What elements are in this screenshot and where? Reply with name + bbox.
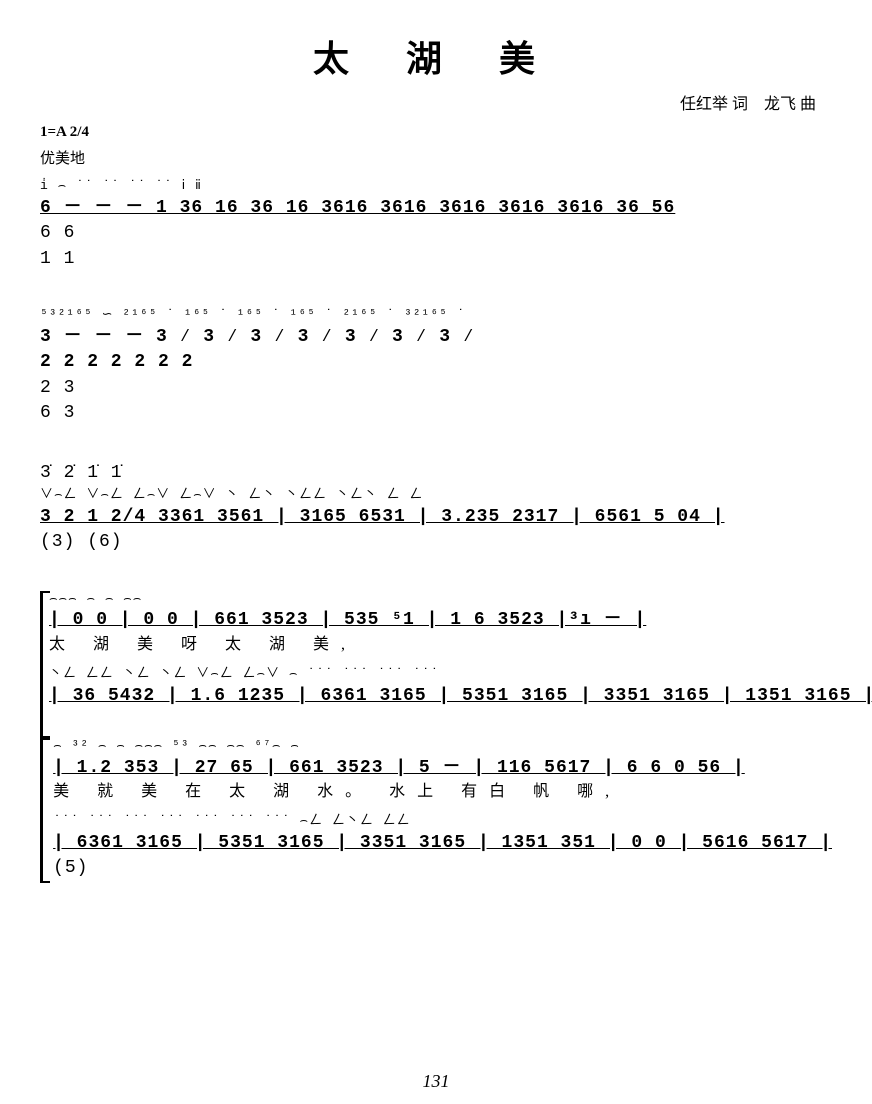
notation-line: 3 － － － 3 ⁄ 3 ⁄ 3 ⁄ 3 ⁄ 3 ⁄ 3 ⁄ 3 ⁄ — [40, 326, 832, 349]
arpeggio-line-1: 2 3 — [40, 377, 832, 400]
voice-2: | 6361 3165 | 5351 3165 | 3351 3165 | 13… — [53, 832, 832, 855]
page-number: 131 — [0, 1071, 872, 1092]
key-signature: 1=A 2/4 — [40, 124, 832, 141]
voice-1: | 1.2 353 | 27 65 | 661 3523 | 5 － | 116… — [53, 757, 832, 780]
system-bracket — [40, 591, 43, 738]
arpeggio-line-2: 1 1 — [40, 248, 832, 271]
lyrics-line: 美 就 美 在 太 湖 水。 水上 有白 帆 哪, — [53, 782, 832, 803]
system-5: ⌢ ³² ⌢ ⌢ ⌢⌢⌢ ⁵³ ⌢⌢ ⌢⌢ ⁶⁷⌢ ⌢ | 1.2 353 | … — [40, 738, 832, 883]
ornament-line: i̇ ⌢ ˙˙ ˙˙ ˙˙ ˙˙ ⅰ ⅱ — [40, 178, 832, 195]
system-bracket — [40, 738, 47, 883]
system-3: 3̇ 2̇ 1̇ 1̇ ∨⌢ㄥ ∨⌢ㄥ ㄥ⌢∨ ㄥ⌢∨ ⼂ ㄥ⼂ ⼂ㄥㄥ ⼂ㄥ⼂… — [40, 462, 832, 555]
ornament-line-v1: ⌢ ³² ⌢ ⌢ ⌢⌢⌢ ⁵³ ⌢⌢ ⌢⌢ ⁶⁷⌢ ⌢ — [53, 738, 832, 755]
credits: 任红举 词 龙飞 曲 — [40, 90, 832, 114]
ornament-line-v2: ˙˙˙ ˙˙˙ ˙˙˙ ˙˙˙ ˙˙˙ ˙˙˙ ˙˙˙ ⌢ㄥ ㄥ⼂ㄥ ㄥㄥ — [53, 813, 832, 830]
system-2: ⁵³²¹⁶⁵ ∽ ²¹⁶⁵ ˙ ¹⁶⁵ ˙ ¹⁶⁵ ˙ ¹⁶⁵ ˙ ²¹⁶⁵ ˙… — [40, 307, 832, 425]
arpeggio-line-1: 6 6 — [40, 222, 832, 245]
lyrics-line: 太 湖 美 呀 太 湖 美, — [49, 635, 872, 656]
ornament-line-v1: ⌢⌢⌢ ⌢ ⌢ ⌢⌢ — [49, 591, 872, 608]
voice-1: | 0 0 | 0 0 | 661 3523 | 535 ⁵1 | 1 6 35… — [49, 609, 872, 632]
ornament-line: ∨⌢ㄥ ∨⌢ㄥ ㄥ⌢∨ ㄥ⌢∨ ⼂ ㄥ⼂ ⼂ㄥㄥ ⼂ㄥ⼂ ㄥ ㄥ — [40, 487, 832, 504]
system-1: i̇ ⌢ ˙˙ ˙˙ ˙˙ ˙˙ ⅰ ⅱ 6 － － － 1 36 16 36 … — [40, 178, 832, 271]
tempo-marking: 优美地 — [40, 147, 832, 168]
system-4: ⌢⌢⌢ ⌢ ⌢ ⌢⌢ | 0 0 | 0 0 | 661 3523 | 535 … — [40, 591, 832, 738]
top-line: 3̇ 2̇ 1̇ 1̇ — [40, 462, 832, 485]
paren-line: (5) — [53, 857, 832, 880]
ornament-line-v2: ⼂ㄥ ㄥㄥ ⼂ㄥ ⼂ㄥ ∨⌢ㄥ ㄥ⌢∨ ⌢ ˙˙˙ ˙˙˙ ˙˙˙ ˙˙˙ — [49, 666, 872, 683]
ornament-line: ⁵³²¹⁶⁵ ∽ ²¹⁶⁵ ˙ ¹⁶⁵ ˙ ¹⁶⁵ ˙ ¹⁶⁵ ˙ ²¹⁶⁵ ˙… — [40, 307, 832, 324]
sub-line: 2 2 2 2 2 2 2 — [40, 351, 832, 374]
paren-line: (3) (6) — [40, 531, 832, 554]
notation-line: 3 2 1 2/4 3361 3561 | 3165 6531 | 3.235 … — [40, 506, 832, 529]
song-title: 太 湖 美 — [40, 30, 832, 82]
notation-line: 6 － － － 1 36 16 36 16 3616 3616 3616 361… — [40, 197, 832, 220]
voice-2: | 36 5432 | 1.6 1235 | 6361 3165 | 5351 … — [49, 685, 872, 708]
arpeggio-line-2: 6 3 — [40, 402, 832, 425]
